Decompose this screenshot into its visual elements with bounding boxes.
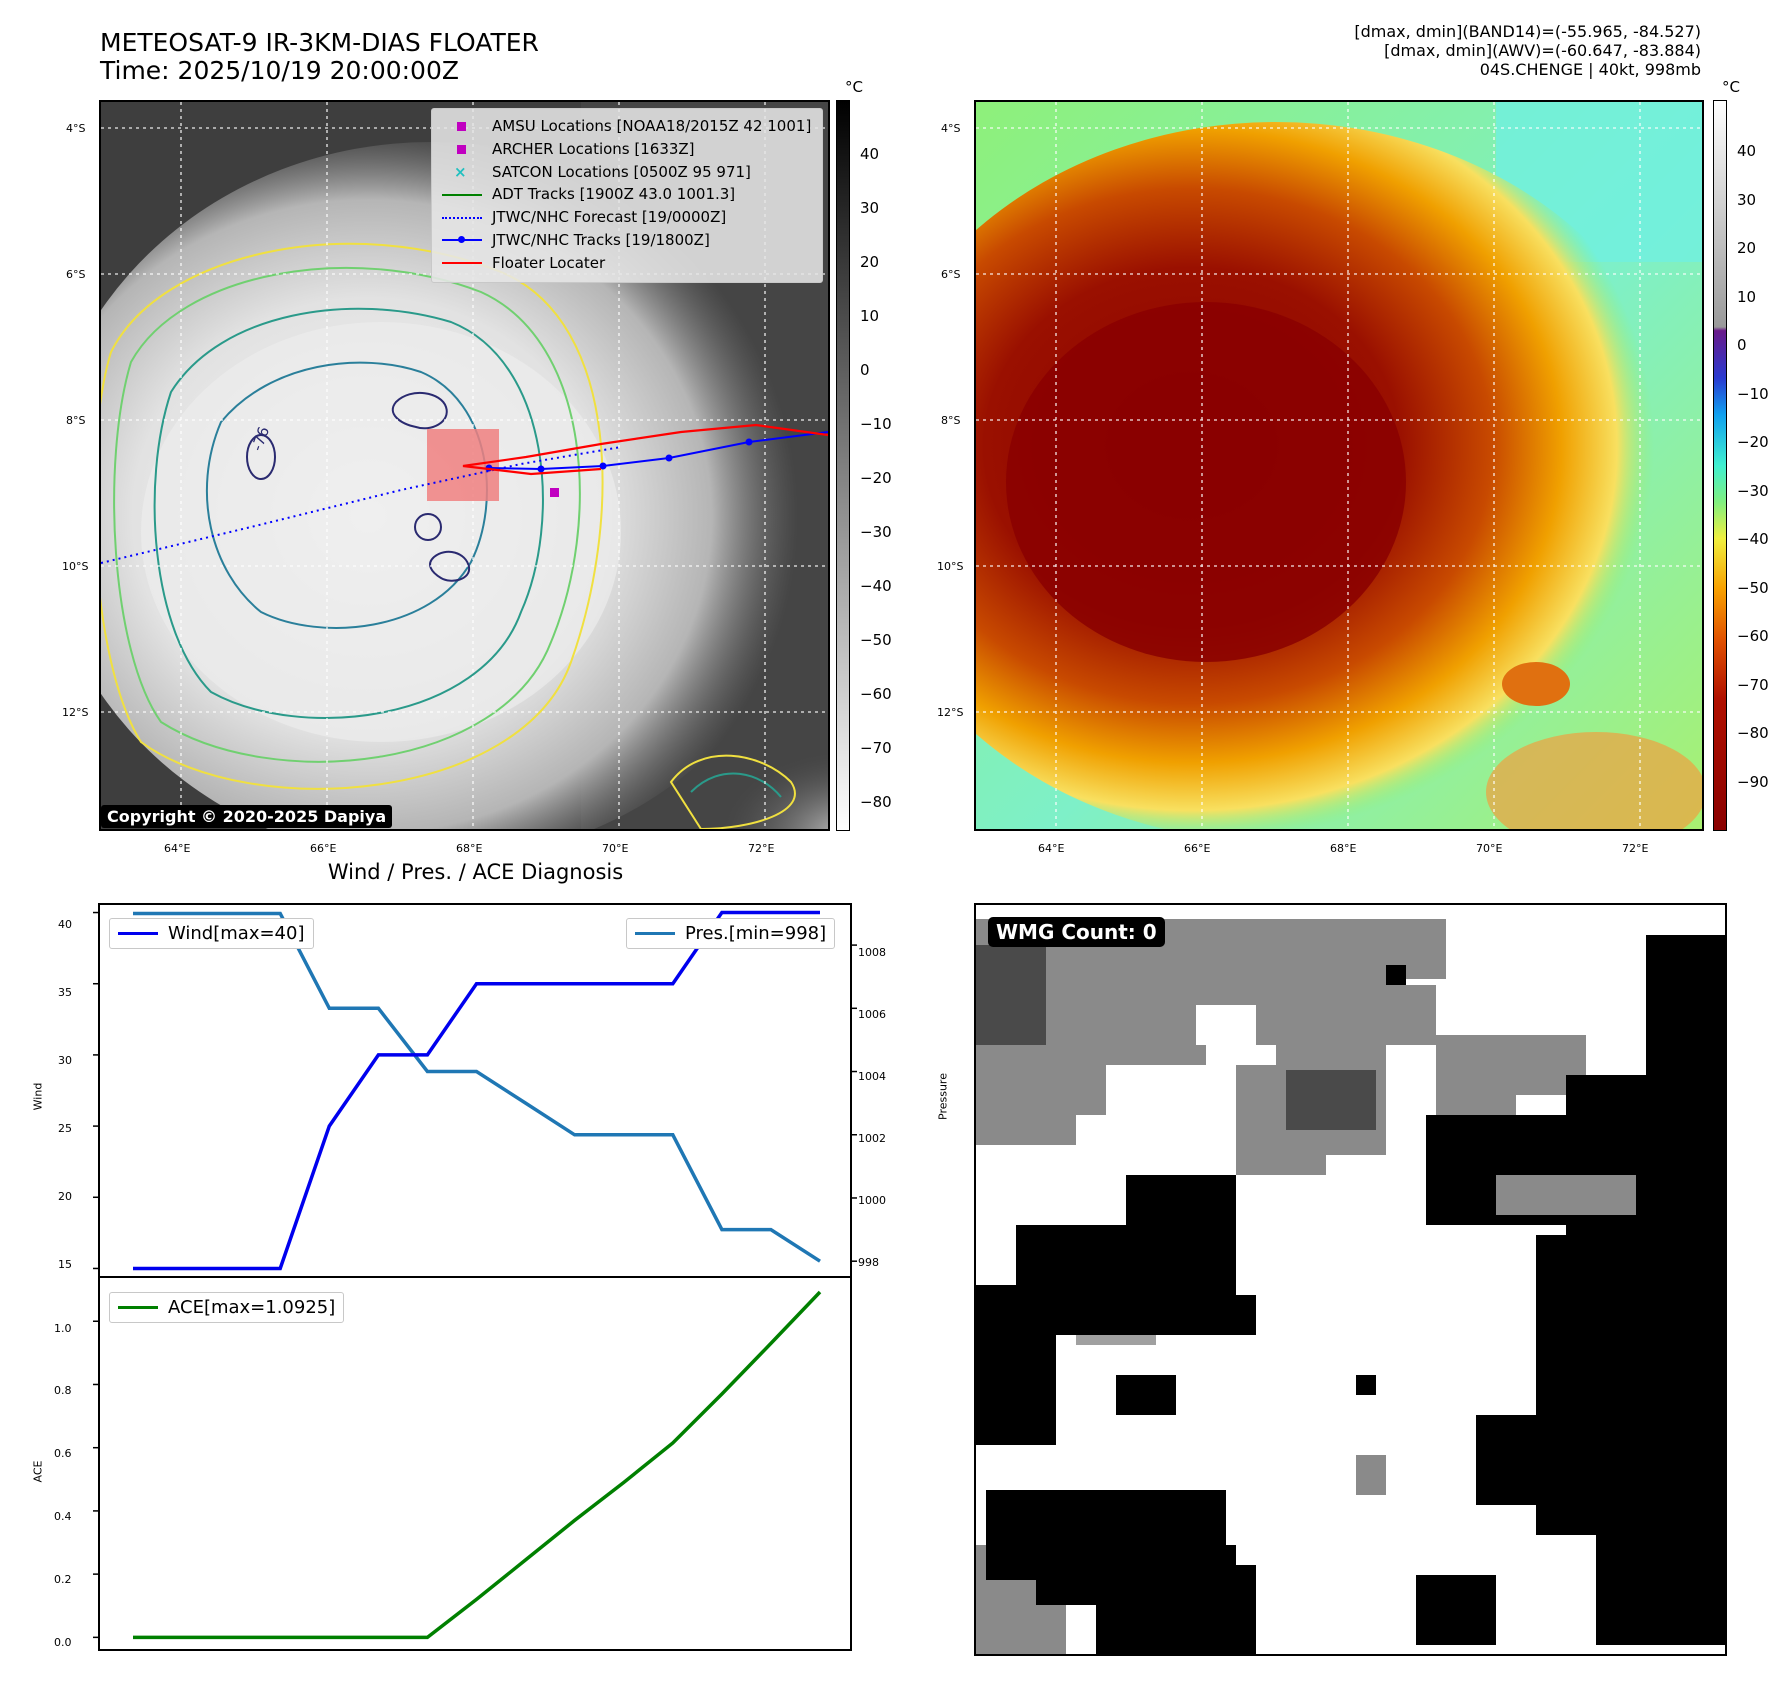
awv-lat-label: 8°S: [941, 414, 961, 427]
copyright: Copyright © 2020-2025 Dapiya: [101, 805, 393, 828]
wmg-count-badge: WMG Count: 0: [988, 917, 1165, 947]
archer-marker: [550, 488, 559, 497]
wind-series-line: [133, 910, 820, 1271]
jtwc-forecast-line: [101, 446, 622, 564]
legend-forecast: JTWC/NHC Forecast [19/0000Z]: [440, 206, 814, 229]
awv-lon-label: 66°E: [1184, 842, 1211, 855]
diagnosis-chart: [93, 903, 857, 1651]
ace-axes: [98, 1276, 852, 1651]
awv-lon-label: 64°E: [1038, 842, 1065, 855]
wmg-panel[interactable]: WMG Count: 0: [974, 903, 1727, 1656]
band14-stats: [dmax, dmin](BAND14)=(-55.965, -84.527): [1354, 22, 1701, 41]
awv-stats: [dmax, dmin](AWV)=(-60.647, -83.884): [1384, 41, 1701, 60]
pres-axis-label: Pressure: [936, 1073, 950, 1120]
awv-lat-label: 10°S: [937, 560, 964, 573]
awv-lat-label: 4°S: [941, 122, 961, 135]
legend-satcon: × SATCON Locations [0500Z 95 971]: [454, 162, 751, 181]
floater-locater-line: [462, 423, 828, 476]
ir-lon-label: 68°E: [456, 842, 483, 855]
page-time: Time: 2025/10/19 20:00:00Z: [100, 56, 459, 85]
awv-lat-label: 6°S: [941, 268, 961, 281]
ir-colorbar-unit: °C: [845, 78, 863, 96]
pres-legend: Pres.[min=998]: [626, 918, 836, 949]
ir-lon-label: 70°E: [602, 842, 629, 855]
awv-lon-label: 68°E: [1330, 842, 1357, 855]
awv-map-image: [976, 102, 1702, 829]
legend-tracks: JTWC/NHC Tracks [19/1800Z]: [440, 229, 814, 252]
ir-lat-label: 8°S: [66, 414, 86, 427]
awv-lon-label: 72°E: [1622, 842, 1649, 855]
ir-lon-label: 72°E: [748, 842, 775, 855]
ir-lat-label: 6°S: [66, 268, 86, 281]
awv-lat-label: 12°S: [937, 706, 964, 719]
ir-colorbar: [836, 100, 850, 831]
wind-legend: Wind[max=40]: [109, 918, 314, 949]
legend-archer: ARCHER Locations [1633Z]: [440, 138, 814, 161]
page-title: METEOSAT-9 IR-3KM-DIAS FLOATER: [100, 28, 539, 57]
ace-series-line: [133, 1290, 822, 1640]
legend-adt: ADT Tracks [1900Z 43.0 1001.3]: [440, 183, 814, 206]
pres-series-line: [133, 911, 821, 1263]
ace-axis-label: ACE: [31, 1460, 45, 1483]
wmg-image: [976, 919, 1725, 1654]
ir-lat-label: 12°S: [62, 706, 89, 719]
legend-amsu: AMSU Locations [NOAA18/2015Z 42 1001]: [440, 115, 814, 138]
awv-colorbar-unit: °C: [1722, 78, 1740, 96]
awv-colorbar: [1713, 100, 1727, 831]
ir-lon-label: 66°E: [310, 842, 337, 855]
ir-legend: AMSU Locations [NOAA18/2015Z 42 1001] AR…: [431, 108, 823, 283]
awv-lon-label: 70°E: [1476, 842, 1503, 855]
ir-map-panel[interactable]: -76 AMSU Locations [NOAA18/2015Z 42 1001…: [99, 100, 830, 831]
storm-info: 04S.CHENGE | 40kt, 998mb: [1479, 60, 1701, 79]
diagnosis-title: Wind / Pres. / ACE Diagnosis: [327, 860, 624, 884]
ace-legend: ACE[max=1.0925]: [109, 1292, 345, 1323]
wind-axis-label: Wind: [31, 1082, 45, 1111]
ir-lat-label: 4°S: [66, 122, 86, 135]
ir-lat-label: 10°S: [62, 560, 89, 573]
jtwc-track-line: [488, 431, 828, 471]
wind-pres-axes: [98, 903, 852, 1278]
ir-lon-label: 64°E: [164, 842, 191, 855]
awv-map-panel[interactable]: [974, 100, 1704, 831]
legend-floater: Floater Locater: [440, 252, 814, 275]
stats-block: [dmax, dmin](BAND14)=(-55.965, -84.527) …: [1354, 22, 1701, 79]
